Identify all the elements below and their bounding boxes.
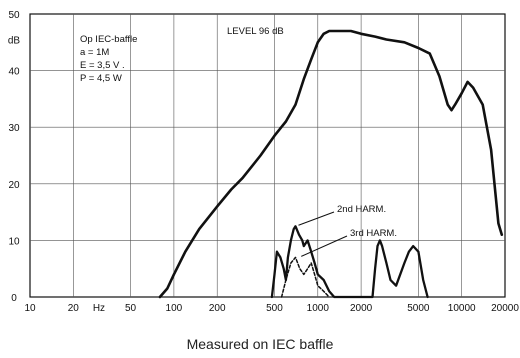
- series-lines: [158, 29, 504, 299]
- grid: [29, 13, 506, 298]
- x-tick-label: 100: [166, 303, 183, 314]
- harm2-arrow: [298, 211, 335, 226]
- x-tick-label: 5000: [407, 303, 430, 314]
- plot-frame: [29, 13, 506, 298]
- y-tick-label: 50: [8, 10, 20, 21]
- y-tick-label: 10: [8, 236, 20, 247]
- x-tick-label: 200: [209, 303, 226, 314]
- level-annotation: LEVEL 96 dB: [227, 26, 284, 37]
- chart-caption: Measured on IEC baffle: [187, 336, 334, 352]
- harm3-curve: [280, 256, 330, 298]
- x-tick-label: 50: [125, 303, 137, 314]
- axis-ticks: 10 20 Hz 50 100 200 500 1000 2000 5000 10000 20000 0…: [8, 10, 519, 314]
- response-curve: [158, 29, 504, 299]
- x-tick-label: 20: [68, 303, 80, 314]
- condition-voltage: E = 3,5 V .: [80, 60, 125, 71]
- x-tick-label: 20000: [491, 303, 519, 314]
- y-tick-label: 0: [11, 293, 17, 304]
- y-tick-label: dB: [8, 35, 21, 46]
- y-tick-label: 30: [8, 123, 20, 134]
- condition-distance: a = 1M: [80, 47, 109, 58]
- harm2-label: 2nd HARM.: [337, 204, 386, 215]
- x-tick-label: 2000: [350, 303, 373, 314]
- harm3-arrow: [301, 235, 348, 257]
- condition-baffle: Op IEC-baffle: [80, 34, 137, 45]
- x-tick-label: 500: [266, 303, 283, 314]
- x-tick-label: 10000: [448, 303, 476, 314]
- harm3-label: 3rd HARM.: [350, 228, 397, 239]
- x-tick-label: Hz: [93, 303, 105, 314]
- harm2-curve: [270, 225, 429, 299]
- y-tick-label: 40: [8, 67, 20, 78]
- x-tick-label: 1000: [307, 303, 330, 314]
- condition-power: P = 4,5 W: [80, 73, 122, 84]
- x-tick-label: 10: [24, 303, 36, 314]
- y-tick-label: 20: [8, 180, 20, 191]
